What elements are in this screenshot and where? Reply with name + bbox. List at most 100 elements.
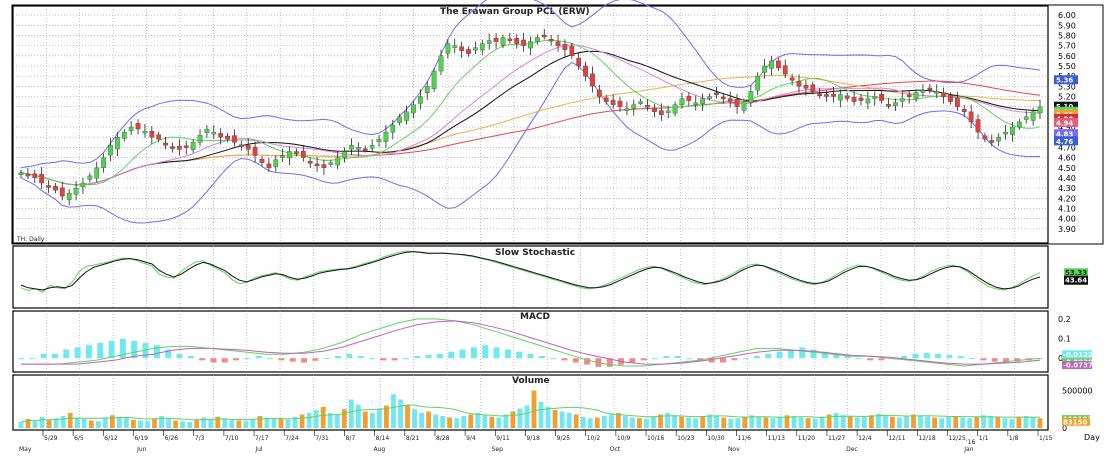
candle-body <box>934 91 940 94</box>
volume-bar <box>665 413 670 428</box>
price-chart-title: The Erawan Group PCL (ERW) <box>440 7 590 17</box>
macd-histogram-bar <box>550 358 557 360</box>
candle-body <box>879 93 884 101</box>
candle-body <box>727 98 733 102</box>
volume-bar <box>201 417 207 428</box>
volume-bar <box>1023 416 1029 428</box>
macd-histogram-bar <box>165 349 172 359</box>
candle-body <box>149 130 155 138</box>
candle-body <box>266 163 272 168</box>
volume-bar <box>756 416 762 428</box>
price-tag-label: 4.83 <box>1056 131 1073 139</box>
volume-bar <box>468 414 474 428</box>
y-tick-label: 5.60 <box>1058 52 1076 61</box>
volume-bar <box>770 418 776 428</box>
volume-bar <box>440 416 446 428</box>
volume-bar <box>419 413 424 428</box>
volume-bar <box>686 417 692 428</box>
candle-body <box>128 126 134 132</box>
volume-bar <box>890 416 895 428</box>
price-tag-label: 4.76 <box>1056 138 1073 146</box>
volume-bar <box>222 418 228 428</box>
candle-body <box>810 84 816 92</box>
candle-body <box>955 97 960 107</box>
macd-histogram-bar <box>459 349 466 359</box>
candle-body <box>672 104 678 114</box>
candle-body <box>693 102 699 105</box>
x-tick-label: 7/31 <box>315 435 329 442</box>
candle-body <box>500 37 506 46</box>
macd-histogram-bar <box>436 353 443 359</box>
candle-body <box>18 172 24 176</box>
candle-body <box>404 111 409 121</box>
volume-bar <box>264 417 270 428</box>
x-tick-label: 6/26 <box>165 435 179 442</box>
candle-body <box>851 97 857 102</box>
volume-bar <box>334 414 340 428</box>
candle-body <box>776 60 781 69</box>
macd-histogram-bar <box>1003 358 1010 363</box>
volume-bar <box>74 417 80 428</box>
candle-body <box>913 92 919 100</box>
volume-bar <box>60 416 66 428</box>
stochastic-tag <box>1064 275 1088 285</box>
volume-bar <box>679 416 684 428</box>
candle-body <box>156 134 162 140</box>
stochastic-title: Slow Stochastic <box>495 248 575 258</box>
volume-bar <box>180 421 186 428</box>
candle-body <box>1016 121 1022 128</box>
volume-bar <box>116 416 122 428</box>
candle-body <box>521 39 526 46</box>
x-tick-label: 1/15 <box>1039 435 1053 442</box>
candle-body <box>32 173 38 179</box>
x-tick-label: 11/13 <box>768 435 785 442</box>
candle-body <box>796 81 802 87</box>
candle-body <box>631 104 637 109</box>
macd-histogram-bar <box>584 358 591 365</box>
volume-bar <box>475 413 481 428</box>
macd-histogram-bar <box>867 358 874 361</box>
volume-bar <box>805 418 811 428</box>
volume-bar <box>735 418 741 428</box>
macd-histogram-bar <box>629 358 636 363</box>
candle-body <box>941 92 946 97</box>
volume-bar <box>882 415 888 428</box>
candle-body <box>232 135 237 143</box>
price-tag <box>1054 129 1078 139</box>
volume-bar <box>102 418 108 428</box>
x-tick-label: 10/16 <box>647 435 664 442</box>
price-tag <box>1054 136 1078 146</box>
candle-body <box>886 104 891 107</box>
y-tick-label: 0.2 <box>1058 315 1071 324</box>
volume-bar <box>531 390 537 428</box>
y-tick-label: 6.00 <box>1058 11 1076 20</box>
candle-body <box>569 45 575 56</box>
candle-body <box>59 187 65 197</box>
price-tag <box>1054 75 1078 85</box>
y-tick-label: 5.30 <box>1058 82 1076 91</box>
volume-bar <box>271 418 277 428</box>
macd-histogram-bar <box>233 358 240 361</box>
macd-histogram-bar <box>686 358 693 360</box>
volume-bar <box>545 407 551 428</box>
volume-bar <box>152 418 157 428</box>
y-tick-label: 5.90 <box>1058 21 1076 30</box>
candle-body <box>1023 116 1029 120</box>
volume-bar <box>187 422 193 428</box>
candle-body <box>142 130 148 134</box>
candle-body <box>679 98 685 105</box>
macd-histogram-bar <box>731 358 738 361</box>
volume-bar <box>897 417 902 428</box>
macd-histogram-bar <box>504 349 511 359</box>
y-tick-label: 4.20 <box>1058 194 1076 203</box>
volume-bar <box>25 419 31 428</box>
volume-bar <box>861 416 867 428</box>
volume-bar <box>517 408 523 428</box>
volume-bar <box>847 416 853 428</box>
x-tick-label: 12/18 <box>918 435 935 442</box>
macd-histogram-bar <box>1014 358 1021 362</box>
macd-histogram-bar <box>18 358 24 360</box>
volume-bar <box>1037 418 1043 428</box>
macd-histogram-bar <box>572 358 579 363</box>
volume-bar <box>278 419 284 428</box>
